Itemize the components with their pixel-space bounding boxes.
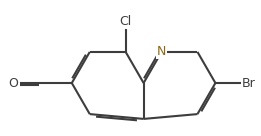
Text: N: N bbox=[157, 45, 166, 58]
Text: Cl: Cl bbox=[120, 15, 132, 28]
Text: O: O bbox=[9, 77, 19, 89]
Text: Br: Br bbox=[242, 77, 255, 89]
